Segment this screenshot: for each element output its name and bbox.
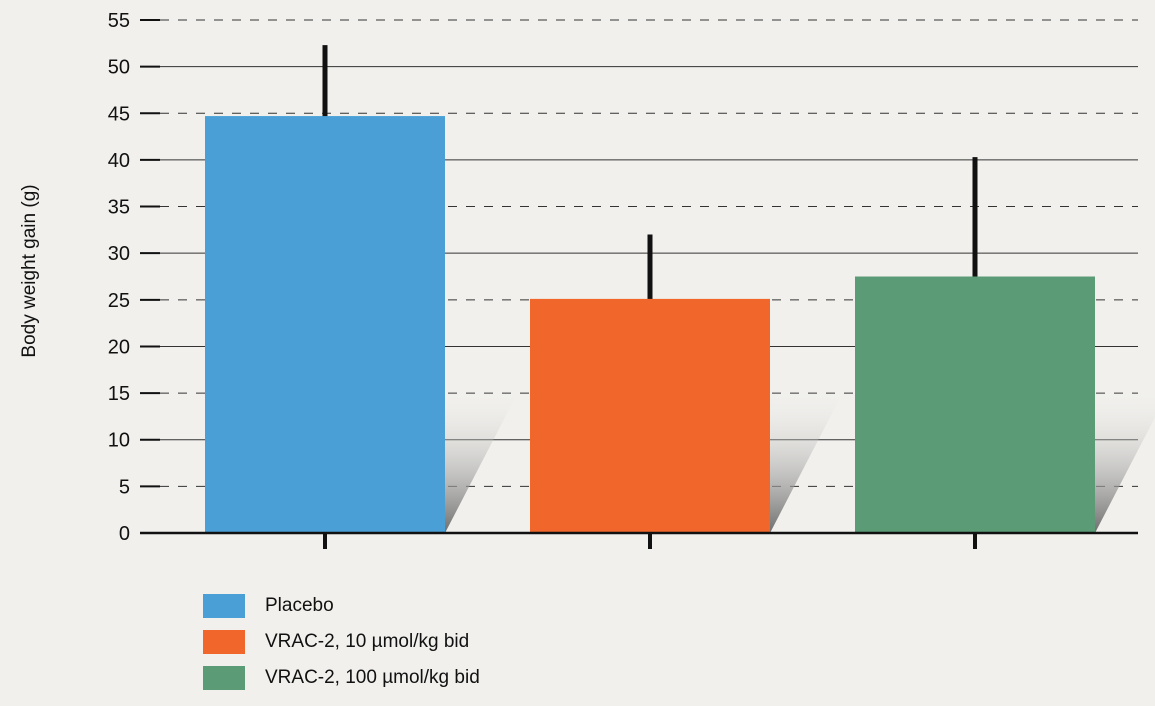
y-tick-label-50: 50 (108, 57, 130, 79)
bar-0 (205, 116, 445, 533)
legend-item-vrac2-100: VRAC-2, 100 µmol/kg bid (203, 660, 480, 696)
y-tick-label-25: 25 (108, 290, 130, 312)
legend-swatch-placebo (203, 594, 245, 618)
bar-shadow-1 (770, 388, 845, 533)
bar-2 (855, 276, 1095, 533)
y-tick-label-15: 15 (108, 383, 130, 405)
bar-shadow-2 (1095, 388, 1155, 533)
y-tick-label-40: 40 (108, 150, 130, 172)
y-tick-label-20: 20 (108, 336, 130, 358)
legend-label-vrac2-10: VRAC-2, 10 µmol/kg bid (265, 631, 470, 652)
legend-swatch-vrac2-100 (203, 666, 245, 690)
legend-item-placebo: Placebo (203, 588, 480, 624)
bar-1 (530, 298, 770, 533)
shadow-layer (445, 388, 1155, 533)
y-tick-label-55: 55 (108, 10, 130, 32)
y-tick-label-5: 5 (119, 476, 130, 498)
y-tick-label-10: 10 (108, 430, 130, 452)
legend: Placebo VRAC-2, 10 µmol/kg bid VRAC-2, 1… (203, 588, 480, 696)
y-tick-label-0: 0 (119, 523, 130, 545)
legend-label-placebo: Placebo (265, 595, 334, 616)
axis-layer: 0 5 10 15 20 25 30 35 40 45 50 55 (108, 10, 1138, 549)
y-tick-label-30: 30 (108, 243, 130, 265)
bar-layer (205, 45, 1095, 533)
y-tick-label-35: 35 (108, 197, 130, 219)
y-axis-title: Body weight gain (g) (19, 184, 40, 357)
legend-label-vrac2-100: VRAC-2, 100 µmol/kg bid (265, 667, 480, 688)
legend-swatch-vrac2-10 (203, 630, 245, 654)
bar-shadow-0 (445, 388, 520, 533)
legend-item-vrac2-10: VRAC-2, 10 µmol/kg bid (203, 624, 480, 660)
y-tick-label-45: 45 (108, 103, 130, 125)
